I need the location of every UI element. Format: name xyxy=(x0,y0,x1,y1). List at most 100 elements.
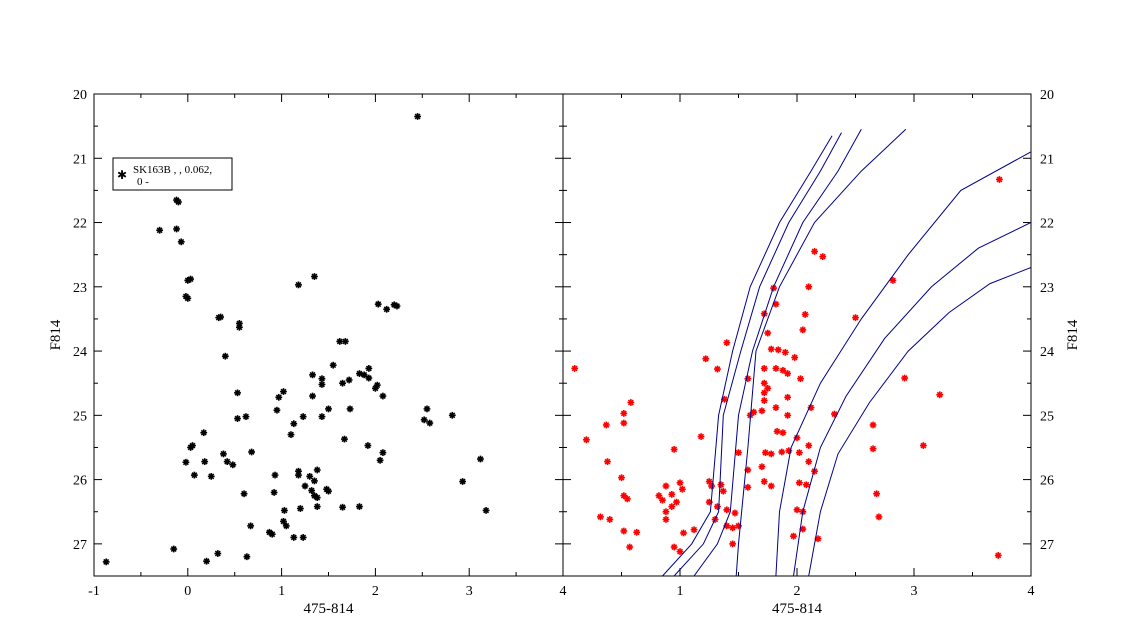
x-tick-label: 4 xyxy=(560,584,567,599)
data-point xyxy=(290,420,298,428)
data-point xyxy=(414,113,422,120)
x-axis-title: 475-814 xyxy=(772,601,822,617)
data-point xyxy=(170,545,178,553)
data-point xyxy=(811,248,818,255)
data-point xyxy=(723,506,731,514)
data-point xyxy=(420,416,428,424)
data-point xyxy=(311,273,318,280)
legend-box xyxy=(112,157,233,191)
data-point xyxy=(313,466,321,474)
data-point xyxy=(758,463,766,471)
data-point xyxy=(717,481,725,489)
data-point xyxy=(571,365,579,372)
y-tick-label: 23 xyxy=(73,281,87,296)
data-point xyxy=(311,477,318,485)
data-point xyxy=(662,482,670,490)
data-point xyxy=(379,449,387,457)
data-point xyxy=(597,513,604,521)
data-point xyxy=(802,481,810,489)
data-point xyxy=(795,449,803,457)
data-point xyxy=(448,411,456,419)
y-tick-label: 21 xyxy=(73,152,87,167)
data-point xyxy=(994,552,1002,559)
data-point xyxy=(781,348,789,356)
legend-label-line1: SK163B , , 0.062, xyxy=(133,164,212,176)
y-tick-label: 26 xyxy=(1040,474,1054,489)
data-point xyxy=(234,415,241,422)
data-point xyxy=(602,421,610,429)
data-point xyxy=(791,354,799,361)
data-point xyxy=(901,374,909,382)
data-point xyxy=(182,458,190,466)
y-axis-title: F814 xyxy=(1065,319,1081,350)
data-point xyxy=(708,482,715,490)
data-point xyxy=(190,471,198,479)
data-point xyxy=(177,238,185,246)
data-point xyxy=(760,389,768,397)
data-point xyxy=(678,485,686,493)
data-point xyxy=(729,540,737,548)
isochrone-line xyxy=(775,151,1031,576)
y-tick-label: 20 xyxy=(73,88,87,103)
data-point xyxy=(280,388,287,395)
data-point xyxy=(318,375,326,383)
data-point xyxy=(376,456,384,464)
data-point xyxy=(662,516,670,523)
data-point xyxy=(207,472,215,480)
isochrone-line xyxy=(793,222,1031,576)
data-point xyxy=(281,507,288,514)
data-point xyxy=(280,517,287,525)
x-tick-label: 3 xyxy=(466,584,473,599)
data-point xyxy=(220,450,227,458)
data-point xyxy=(273,406,281,414)
isochrone-line xyxy=(735,128,907,576)
plot-frame xyxy=(562,93,1032,577)
data-point xyxy=(271,471,279,479)
data-point xyxy=(309,371,316,379)
data-point xyxy=(299,534,307,541)
data-point xyxy=(235,323,243,331)
data-point xyxy=(668,503,676,510)
data-point xyxy=(346,405,354,413)
y-tick-label: 24 xyxy=(73,345,87,360)
x-tick-label: 3 xyxy=(911,584,918,599)
data-point xyxy=(673,498,680,506)
data-point xyxy=(426,419,434,427)
data-point xyxy=(604,458,611,466)
data-point xyxy=(583,436,590,444)
data-point xyxy=(793,506,801,514)
data-point xyxy=(318,381,326,388)
y-tick-label: 27 xyxy=(1040,538,1054,553)
data-point xyxy=(214,550,222,557)
data-point xyxy=(996,176,1003,183)
data-point xyxy=(744,483,752,491)
data-point xyxy=(423,405,431,413)
data-point xyxy=(760,365,768,372)
y-tick-label: 21 xyxy=(1040,152,1054,167)
plot-area xyxy=(102,113,490,566)
data-point xyxy=(173,225,180,233)
data-point xyxy=(799,326,807,334)
x-tick-label: 1 xyxy=(677,584,684,599)
data-point xyxy=(668,490,676,498)
x-tick-label: 1 xyxy=(278,584,285,599)
data-point xyxy=(203,557,210,565)
data-point xyxy=(325,405,332,413)
x-tick-label: 0 xyxy=(184,584,191,599)
data-point xyxy=(873,490,880,498)
data-point xyxy=(248,448,255,456)
y-tick-label: 25 xyxy=(1040,409,1054,424)
data-point xyxy=(356,503,363,510)
data-point xyxy=(626,543,634,551)
data-point xyxy=(620,419,628,427)
data-point xyxy=(270,489,278,496)
data-point xyxy=(156,226,164,234)
isochrone-line xyxy=(662,135,833,576)
data-point xyxy=(318,413,326,421)
data-point xyxy=(282,522,290,530)
data-point xyxy=(341,338,349,345)
data-point xyxy=(296,505,304,512)
data-point xyxy=(373,381,381,389)
